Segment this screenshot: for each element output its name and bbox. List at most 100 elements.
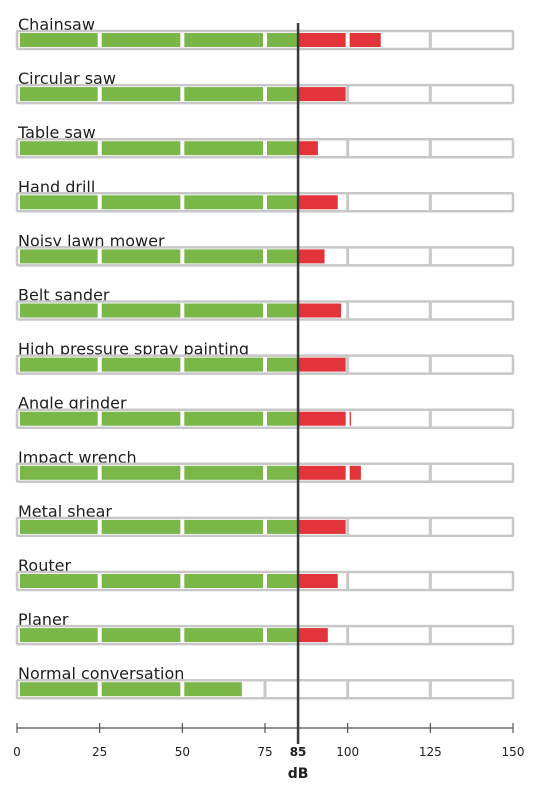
- category-label: Noisy lawn mower: [18, 231, 165, 250]
- bar-segment-safe: [184, 682, 242, 697]
- bar-segment-over: [298, 249, 325, 264]
- bar-segment-safe: [267, 303, 299, 318]
- segment-divider: [346, 302, 350, 319]
- bar-segment-safe: [267, 87, 299, 102]
- bar-row: Impact wrench: [15, 448, 515, 484]
- bar-segment-safe: [101, 141, 181, 156]
- category-label: Chainsaw: [18, 15, 95, 34]
- bar-segment-over: [349, 465, 361, 480]
- segment-divider: [428, 627, 432, 644]
- bar-segment-safe: [267, 357, 299, 372]
- bar-segment-safe: [101, 628, 181, 643]
- bar-row: Hand drill: [15, 177, 515, 213]
- bar-segment-over: [298, 465, 346, 480]
- bar-segment-safe: [101, 249, 181, 264]
- category-label: Router: [18, 556, 71, 575]
- bar-segment-safe: [184, 465, 263, 480]
- bar-segment-safe: [20, 33, 98, 47]
- bar-segment-safe: [20, 87, 98, 102]
- bar-segment-safe: [184, 249, 263, 264]
- x-tick-label: 50: [175, 745, 190, 759]
- bar-segment-safe: [20, 357, 98, 372]
- bar-segment-safe: [20, 465, 98, 480]
- segment-divider: [346, 681, 350, 698]
- bar-segment-safe: [184, 574, 263, 588]
- x-axis: 0 25 50 75 100 125 150 85: [13, 723, 524, 759]
- segment-divider: [428, 140, 432, 157]
- bar-segment-safe: [20, 574, 98, 588]
- bar-segment-over: [298, 628, 328, 643]
- bar-segment-safe: [267, 141, 299, 156]
- bar-segment-safe: [101, 574, 181, 588]
- category-label: High pressure spray painting: [18, 340, 249, 359]
- bar-segment-safe: [267, 411, 299, 426]
- threshold-label: 85: [290, 745, 307, 759]
- category-label: Belt sander: [18, 286, 110, 305]
- bar-row: Planer: [15, 610, 515, 646]
- bar-segment-safe: [267, 33, 299, 47]
- bar-row: Router: [15, 556, 515, 592]
- segment-divider: [428, 32, 432, 48]
- bar-segment-over: [298, 519, 346, 534]
- bar-segment-safe: [20, 249, 98, 264]
- bar-segment-safe: [101, 411, 181, 426]
- bar-segment-over: [349, 411, 351, 426]
- bar-segment-safe: [101, 33, 181, 47]
- bar-segment-safe: [101, 303, 181, 318]
- category-label: Metal shear: [18, 502, 112, 521]
- bar-row: Metal shear: [15, 502, 515, 538]
- bar-segment-safe: [20, 303, 98, 318]
- category-label: Angle grinder: [18, 394, 127, 413]
- bar-segment-safe: [184, 195, 263, 210]
- bar-segment-safe: [20, 141, 98, 156]
- bar-rows: Chainsaw Circular saw Table saw Hand drill N…: [15, 15, 515, 700]
- segment-divider: [346, 194, 350, 211]
- bar-row: Chainsaw: [15, 15, 515, 51]
- segment-divider: [428, 248, 432, 265]
- segment-divider: [428, 573, 432, 589]
- segment-divider: [428, 194, 432, 211]
- category-label: Table saw: [17, 123, 96, 142]
- segment-divider: [346, 140, 350, 157]
- x-axis-label: dB: [288, 766, 309, 782]
- bar-segment-safe: [184, 33, 263, 47]
- x-tick-label: 25: [92, 745, 107, 759]
- bar-row: Normal conversation: [15, 664, 515, 700]
- bar-segment-safe: [267, 465, 299, 480]
- x-tick-label: 150: [502, 745, 525, 759]
- category-label: Normal conversation: [18, 664, 184, 683]
- bar-segment-safe: [20, 519, 98, 534]
- bar-segment-over: [298, 195, 338, 210]
- segment-divider: [428, 518, 432, 535]
- bar-segment-safe: [267, 519, 299, 534]
- bar-segment-safe: [101, 465, 181, 480]
- bar-segment-safe: [184, 519, 263, 534]
- bar-segment-over: [298, 33, 346, 47]
- bar-segment-safe: [267, 574, 299, 588]
- bar-segment-safe: [184, 303, 263, 318]
- segment-divider: [428, 302, 432, 319]
- segment-divider: [346, 573, 350, 589]
- bar-row: Table saw: [15, 123, 515, 159]
- category-label: Hand drill: [18, 177, 95, 196]
- category-label: Planer: [18, 610, 69, 629]
- segment-divider: [428, 410, 432, 427]
- bar-row: Circular saw: [15, 69, 515, 105]
- bar-segment-safe: [267, 195, 299, 210]
- bar-segment-safe: [184, 141, 263, 156]
- bar-row: Belt sander: [15, 286, 515, 321]
- segment-divider: [428, 464, 432, 481]
- bar-segment-safe: [20, 628, 98, 643]
- bar-segment-safe: [101, 357, 181, 372]
- segment-divider: [428, 356, 432, 373]
- bar-segment-safe: [20, 682, 98, 697]
- x-tick-label: 125: [419, 745, 442, 759]
- category-label: Circular saw: [18, 69, 116, 88]
- segment-divider: [346, 627, 350, 644]
- bar-segment-over: [298, 303, 342, 318]
- segment-divider: [346, 86, 350, 103]
- bar-segment-safe: [184, 628, 263, 643]
- bar-segment-safe: [184, 87, 263, 102]
- bar-row: High pressure spray painting: [15, 340, 515, 375]
- segment-divider: [263, 681, 267, 698]
